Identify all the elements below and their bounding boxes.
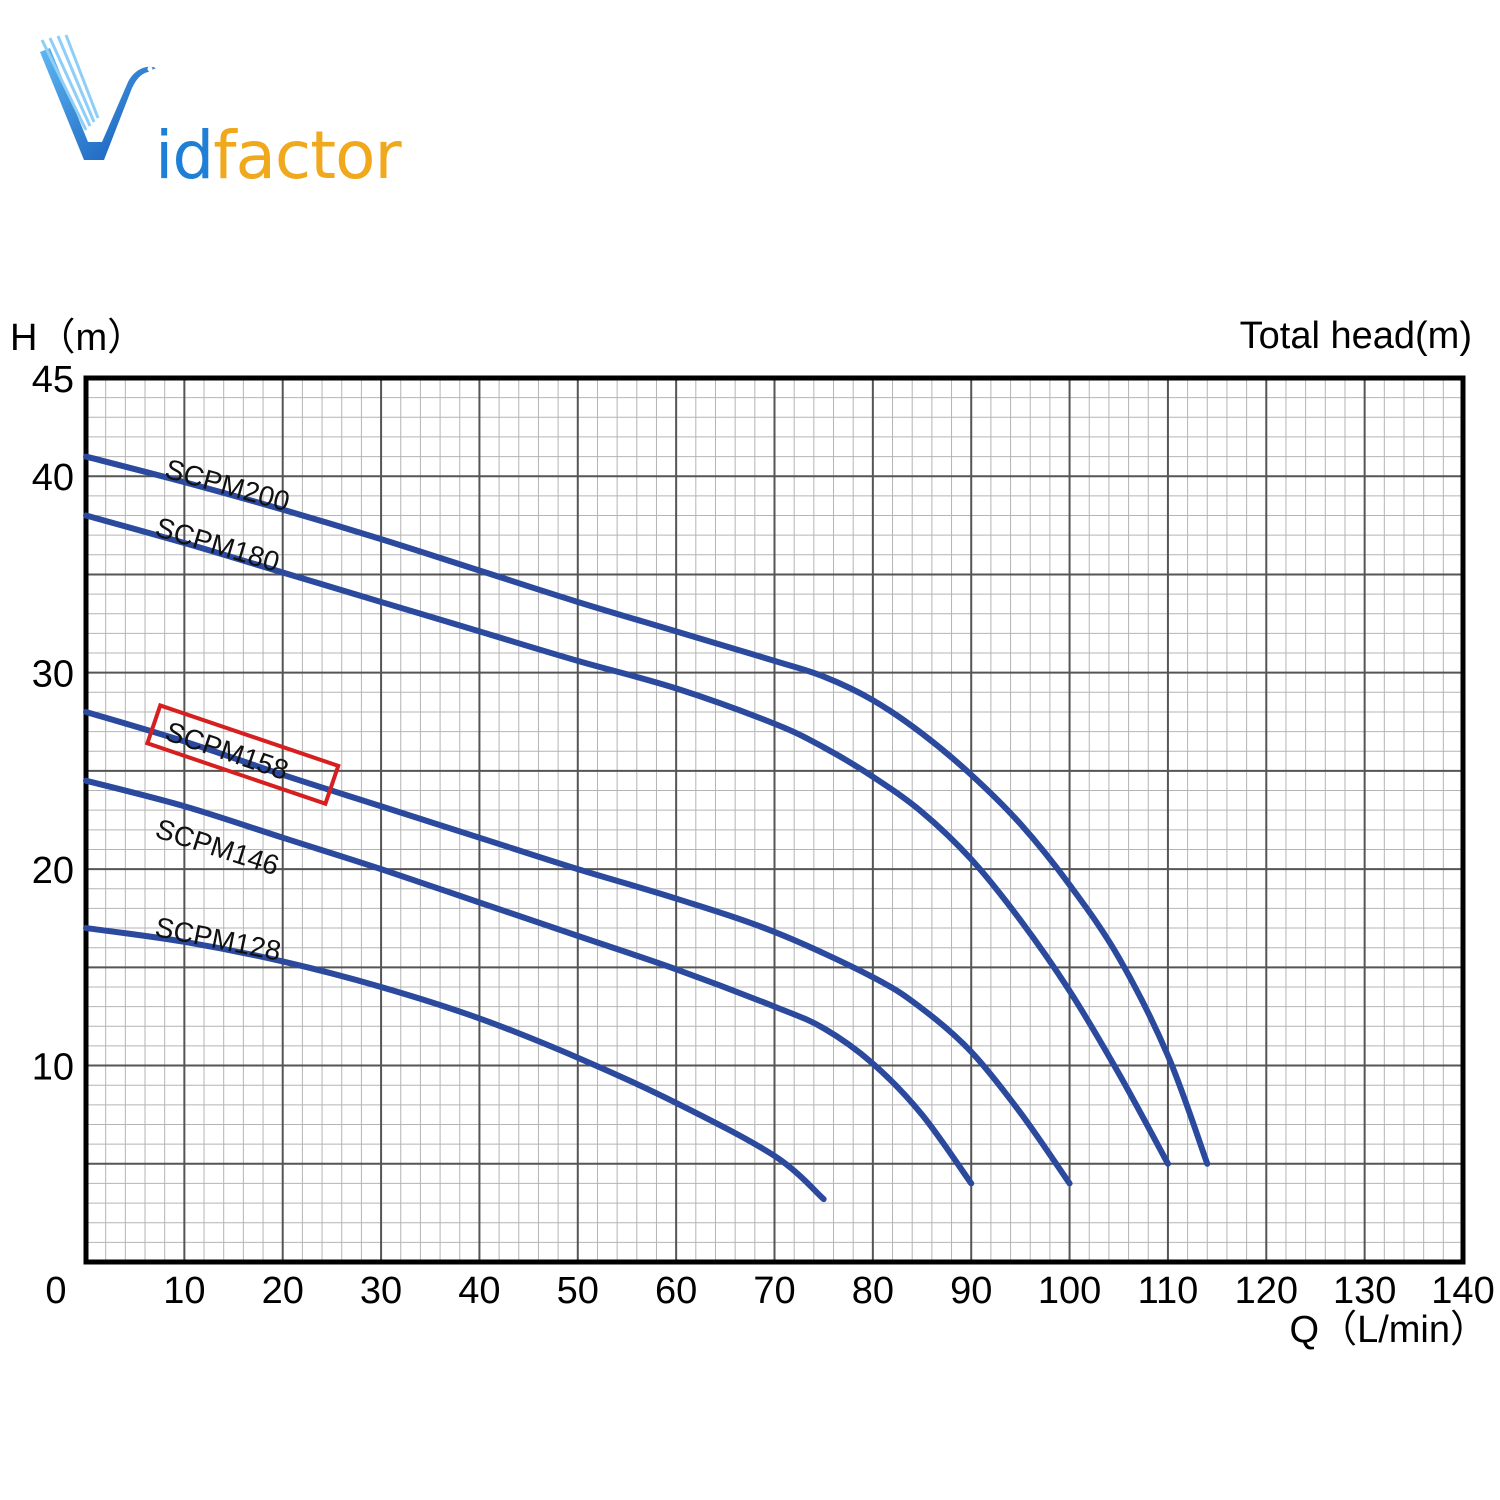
x-tick-label: 70 <box>753 1270 795 1312</box>
vidfactor-logo: idfactor <box>30 30 402 189</box>
highlight-box-scpm158 <box>144 702 341 807</box>
x-tick-label: 20 <box>262 1270 304 1312</box>
series-line-scpm146 <box>83 777 975 1187</box>
x-tick-label: 140 <box>1431 1270 1494 1312</box>
x-tick-label: 130 <box>1333 1270 1396 1312</box>
x-tick-label: 100 <box>1038 1270 1101 1312</box>
x-tick-label: 80 <box>852 1270 894 1312</box>
series-line-scpm128 <box>83 925 827 1203</box>
x-tick-label: 120 <box>1235 1270 1298 1312</box>
series-label-scpm200: SCPM200 <box>162 453 293 517</box>
x-axis-title: Q（L/min） <box>1290 1309 1488 1351</box>
x-tick-labels: 0 10 20 30 40 50 60 70 80 90 100 110 120 130 140 <box>45 1270 1494 1312</box>
y-tick-label: 10 <box>32 1047 74 1089</box>
logo-wordmark: idfactor <box>155 117 402 194</box>
series-line-scpm200 <box>83 453 1211 1167</box>
chart-title: Total head(m) <box>1240 315 1472 357</box>
x-tick-label: 40 <box>458 1270 500 1312</box>
minor-grid <box>86 378 1463 1262</box>
y-tick-label: 20 <box>32 850 74 892</box>
x-tick-label: 30 <box>360 1270 402 1312</box>
y-axis-title: H（m） <box>10 317 145 359</box>
x-tick-label: 110 <box>1138 1270 1199 1312</box>
series-line-scpm180 <box>83 512 1171 1167</box>
x-tick-label: 0 <box>45 1270 66 1312</box>
plot-frame <box>83 375 1466 1265</box>
x-tick-label: 10 <box>163 1270 205 1312</box>
y-tick-label: 30 <box>32 654 74 696</box>
y-tick-label: 45 <box>32 359 74 401</box>
series-line-scpm158 <box>83 708 1073 1187</box>
major-grid <box>85 377 1464 1263</box>
y-tick-label: 40 <box>32 457 74 499</box>
bird-v-logo-icon <box>40 34 156 160</box>
x-tick-label: 60 <box>655 1270 697 1312</box>
y-tick-labels: 10 20 30 40 45 <box>32 359 74 1089</box>
series-lines <box>83 453 1211 1203</box>
series-label-scpm128: SCPM128 <box>153 911 284 966</box>
x-tick-label: 90 <box>950 1270 992 1312</box>
x-tick-label: 50 <box>557 1270 599 1312</box>
